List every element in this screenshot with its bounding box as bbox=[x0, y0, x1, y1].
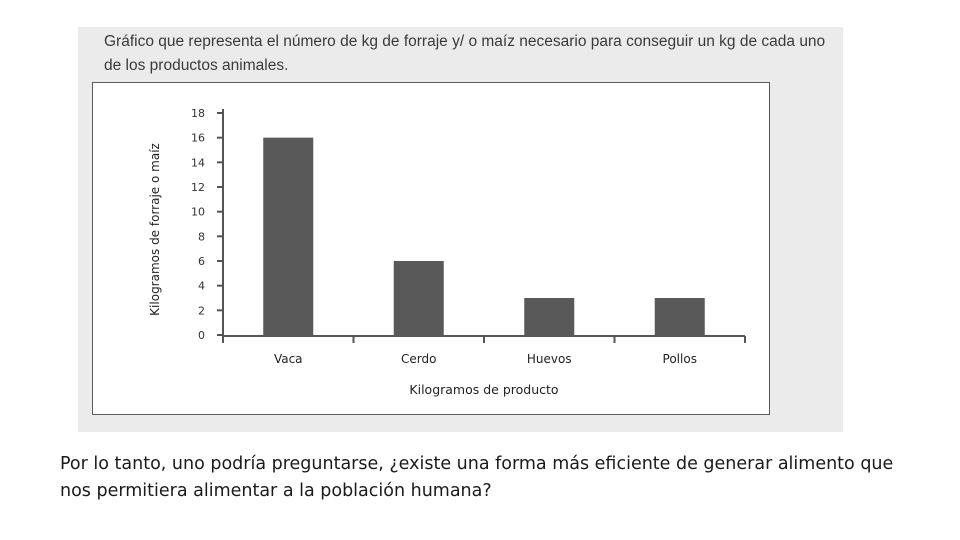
y-tick-label: 10 bbox=[191, 206, 205, 219]
x-tick-label: Cerdo bbox=[401, 352, 436, 366]
y-tick-label: 16 bbox=[191, 132, 205, 145]
y-tick-label: 6 bbox=[198, 255, 205, 268]
x-tick-label: Vaca bbox=[274, 352, 303, 366]
y-axis-title: Kilogramos de forraje o maíz bbox=[148, 143, 162, 316]
figure-caption: Gráfico que representa el número de kg d… bbox=[104, 33, 826, 74]
footer-question: Por lo tanto, uno podría preguntarse, ¿e… bbox=[60, 454, 894, 501]
y-tick-label: 2 bbox=[198, 304, 205, 317]
bar-vaca bbox=[263, 137, 314, 336]
figure-panel: Gráfico que representa el número de kg d… bbox=[78, 27, 843, 432]
bar-pollos bbox=[654, 298, 705, 336]
y-tick-label: 14 bbox=[191, 156, 205, 169]
x-axis-title: Kilogramos de producto bbox=[409, 382, 558, 397]
bar-cerdo bbox=[393, 261, 444, 336]
y-tick-label: 18 bbox=[191, 107, 205, 120]
y-tick-label: 0 bbox=[198, 329, 205, 342]
x-tick-label: Huevos bbox=[527, 352, 572, 366]
chart-frame: 0 2 4 6 8 10 12 14 16 18 Vaca Cerdo Huevos Pollos Kilo… bbox=[92, 82, 770, 415]
y-tick-label: 8 bbox=[198, 230, 205, 243]
y-tick-label: 12 bbox=[191, 181, 205, 194]
bar-huevos bbox=[524, 298, 575, 336]
bar-chart: 0 2 4 6 8 10 12 14 16 18 Vaca Cerdo Huevos Pollos Kilo… bbox=[148, 107, 746, 397]
y-tick-label: 4 bbox=[198, 280, 205, 293]
x-tick-label: Pollos bbox=[663, 352, 697, 366]
